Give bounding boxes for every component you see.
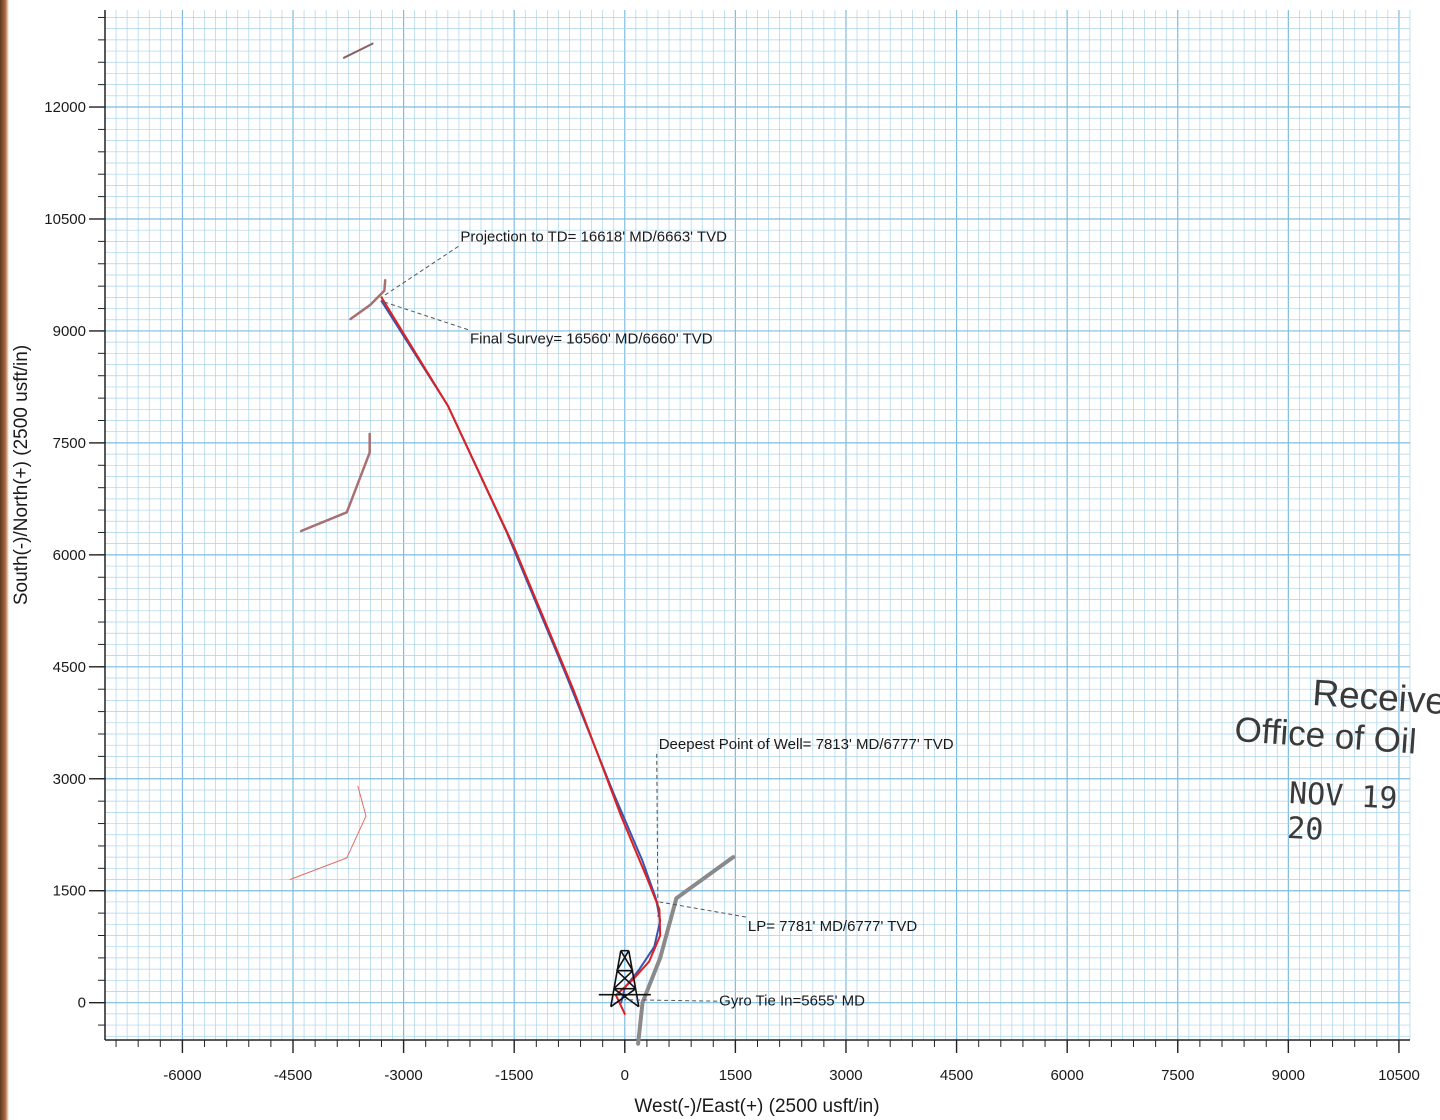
x-tick-label: -6000 <box>163 1067 201 1084</box>
annotation-leader <box>659 901 747 918</box>
series-line-6 <box>289 785 367 880</box>
rig-icon-stroke <box>616 970 637 990</box>
scan-edge <box>0 0 9 1120</box>
rig-icon-stroke <box>616 950 630 972</box>
x-axis-label: West(-)/East(+) (2500 usft/in) <box>634 1096 879 1117</box>
annotation-label: Final Survey= 16560' MD/6660' TVD <box>470 331 713 348</box>
y-tick-label: 7500 <box>53 435 86 452</box>
annotations: Projection to TD= 16618' MD/6663' TVD Fin… <box>381 228 954 1010</box>
y-tick-label: 4500 <box>53 659 86 676</box>
x-tick-label: -1500 <box>495 1067 533 1084</box>
rig-icon-stroke <box>620 950 634 972</box>
y-tick-label: 12000 <box>44 99 86 116</box>
annotation-label: Projection to TD= 16618' MD/6663' TVD <box>460 228 727 245</box>
annotation-leader <box>624 999 718 1002</box>
y-tick-label: 0 <box>78 995 86 1012</box>
x-tick-label: 9000 <box>1272 1067 1305 1084</box>
x-tick-label: 4500 <box>940 1067 973 1084</box>
rig-icon-stroke <box>628 950 640 1007</box>
x-tick-label: 0 <box>621 1067 629 1084</box>
x-tick-label: -3000 <box>384 1067 422 1084</box>
series-line-4 <box>299 432 371 533</box>
rig-icon-stroke <box>613 970 634 990</box>
rig-icon <box>598 949 651 1008</box>
series-line-3 <box>342 42 374 59</box>
y-tick-label: 1500 <box>53 883 86 900</box>
y-tick-label: 6000 <box>53 547 86 564</box>
y-tick-label: 9000 <box>53 323 86 340</box>
annotation-leader <box>381 245 459 298</box>
received-stamp-date: NOV 19 20 <box>1286 776 1399 848</box>
grid <box>104 10 1411 1040</box>
y-tick-label: 10500 <box>44 211 86 228</box>
rig-icon-stroke <box>610 988 637 1008</box>
x-tick-label: 7500 <box>1161 1067 1194 1084</box>
annotation-label: Gyro Tie In=5655' MD <box>719 993 865 1010</box>
y-axis-label: South(-)/North(+) (2500 usft/in) <box>11 345 32 605</box>
x-tick-label: -4500 <box>274 1067 312 1084</box>
x-tick-label: 10500 <box>1378 1067 1420 1084</box>
axes: -6000 -4500 -3000 -1500 0 1500 3000 4500 6000 750… <box>44 10 1420 1084</box>
series-line-5 <box>349 278 387 321</box>
annotation-leader <box>656 753 659 917</box>
annotation-label: LP= 7781' MD/6777' TVD <box>748 918 917 935</box>
rig-icon-stroke <box>613 988 640 1008</box>
annotation-label: Deepest Point of Well= 7813' MD/6777' TV… <box>659 736 954 753</box>
series-line-2 <box>636 855 736 1046</box>
annotation-leader <box>381 300 469 331</box>
y-tick-label: 3000 <box>53 771 86 788</box>
x-tick-label: 1500 <box>719 1067 752 1084</box>
x-tick-label: 3000 <box>829 1067 862 1084</box>
rig-icon-stroke <box>610 950 622 1007</box>
series-line-0 <box>380 300 662 1004</box>
x-tick-label: 6000 <box>1050 1067 1083 1084</box>
